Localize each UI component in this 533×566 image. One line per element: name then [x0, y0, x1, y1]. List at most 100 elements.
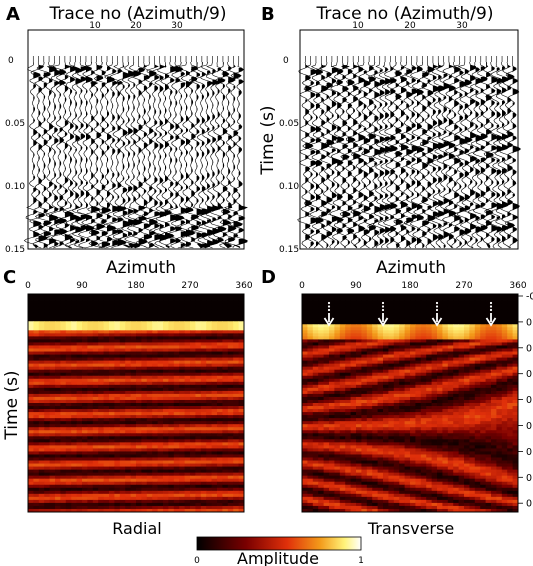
heatmap-cell — [76, 427, 83, 431]
heatmap-cell — [206, 475, 212, 480]
heatmap-cell — [141, 427, 148, 431]
heatmap-cell — [136, 415, 142, 419]
heatmap-cell — [507, 342, 513, 346]
panel-b-ytick-005: 0.05 — [279, 119, 299, 129]
heatmap-cell — [485, 294, 492, 298]
wiggle-trace-fill — [138, 62, 148, 247]
heatmap-cell — [211, 384, 218, 389]
heatmap-cell — [222, 399, 229, 404]
heatmap-cell — [323, 406, 330, 410]
heatmap-cell — [377, 399, 384, 404]
heatmap-cell — [82, 409, 88, 413]
heatmap-cell — [227, 384, 234, 389]
heatmap-cell — [125, 409, 131, 413]
heatmap-cell — [71, 403, 77, 407]
heatmap-cell — [136, 466, 142, 471]
heatmap-cell — [377, 297, 384, 301]
heatmap-cell — [442, 303, 449, 307]
heatmap-cell — [92, 330, 99, 334]
heatmap-cell — [496, 424, 503, 428]
heatmap-cell — [329, 300, 335, 304]
heatmap-cell — [415, 409, 422, 413]
heatmap-cell — [141, 396, 148, 401]
heatmap-cell — [312, 345, 319, 349]
heatmap-cell — [426, 387, 432, 392]
heatmap-cell — [312, 306, 319, 310]
heatmap-cell — [168, 484, 175, 489]
heatmap-cell — [38, 505, 45, 510]
heatmap-cell — [361, 315, 368, 319]
heatmap-cell — [60, 436, 67, 440]
heatmap-cell — [399, 342, 405, 346]
heatmap-cell — [512, 393, 519, 398]
heatmap-cell — [206, 478, 212, 483]
heatmap-cell — [157, 490, 164, 495]
heatmap-cell — [33, 342, 40, 346]
heatmap-cell — [173, 363, 180, 368]
heatmap-cell — [339, 300, 346, 304]
heatmap-cell — [323, 306, 330, 310]
heatmap-cell — [507, 378, 513, 383]
heatmap-cell — [302, 396, 308, 401]
heatmap-cell — [345, 366, 351, 371]
heatmap-cell — [361, 294, 368, 298]
heatmap-cell — [453, 403, 459, 407]
heatmap-cell — [393, 351, 400, 355]
heatmap-cell — [496, 375, 503, 380]
heatmap-cell — [404, 330, 411, 334]
heatmap-cell — [76, 505, 83, 510]
heatmap-cell — [163, 454, 169, 458]
heatmap-cell — [222, 297, 229, 301]
heatmap-cell — [157, 306, 164, 310]
heatmap-cell — [302, 309, 308, 313]
heatmap-cell — [60, 451, 67, 455]
heatmap-cell — [458, 372, 465, 377]
heatmap-cell — [383, 336, 389, 340]
heatmap-cell — [195, 294, 202, 298]
heatmap-cell — [404, 294, 411, 298]
heatmap-cell — [65, 369, 72, 374]
heatmap-cell — [103, 454, 110, 458]
heatmap-cell — [163, 345, 169, 349]
heatmap-cell — [152, 493, 158, 498]
heatmap-cell — [469, 384, 476, 389]
heatmap-cell — [130, 421, 137, 425]
heatmap-cell — [464, 390, 470, 395]
heatmap-cell — [119, 300, 126, 304]
heatmap-cell — [98, 493, 104, 498]
heatmap-cell — [200, 363, 207, 368]
heatmap-cell — [217, 403, 223, 407]
heatmap-cell — [233, 351, 239, 355]
heatmap-cell — [501, 384, 508, 389]
heatmap-cell — [312, 348, 319, 352]
heatmap-cell — [92, 351, 99, 355]
heatmap-cell — [485, 375, 492, 380]
heatmap-cell — [125, 345, 131, 349]
heatmap-cell — [366, 330, 373, 334]
heatmap-cell — [512, 312, 519, 316]
heatmap-cell — [146, 369, 153, 374]
heatmap-cell — [184, 454, 191, 458]
heatmap-cell — [227, 297, 234, 301]
heatmap-cell — [222, 487, 229, 492]
heatmap-cell — [233, 442, 239, 446]
heatmap-cell — [44, 463, 50, 467]
heatmap-cell — [141, 306, 148, 310]
heatmap-cell — [474, 315, 481, 319]
heatmap-cell — [345, 384, 351, 389]
heatmap-cell — [44, 375, 50, 380]
heatmap-cell — [130, 448, 137, 452]
heatmap-cell — [71, 303, 77, 307]
heatmap-cell — [163, 339, 169, 343]
heatmap-cell — [211, 345, 218, 349]
panel-c-xtick-360: 360 — [235, 281, 252, 291]
heatmap-cell — [168, 294, 175, 298]
heatmap-cell — [71, 406, 77, 410]
heatmap-cell — [372, 393, 378, 398]
heatmap-cell — [103, 466, 110, 471]
panel-d: D Azimuth 0 90 180 270 360 -0.020.000.02… — [261, 258, 533, 538]
heatmap-cell — [437, 324, 443, 328]
heatmap-cell — [222, 327, 229, 331]
heatmap-cell — [109, 369, 115, 374]
heatmap-cell — [453, 381, 459, 386]
